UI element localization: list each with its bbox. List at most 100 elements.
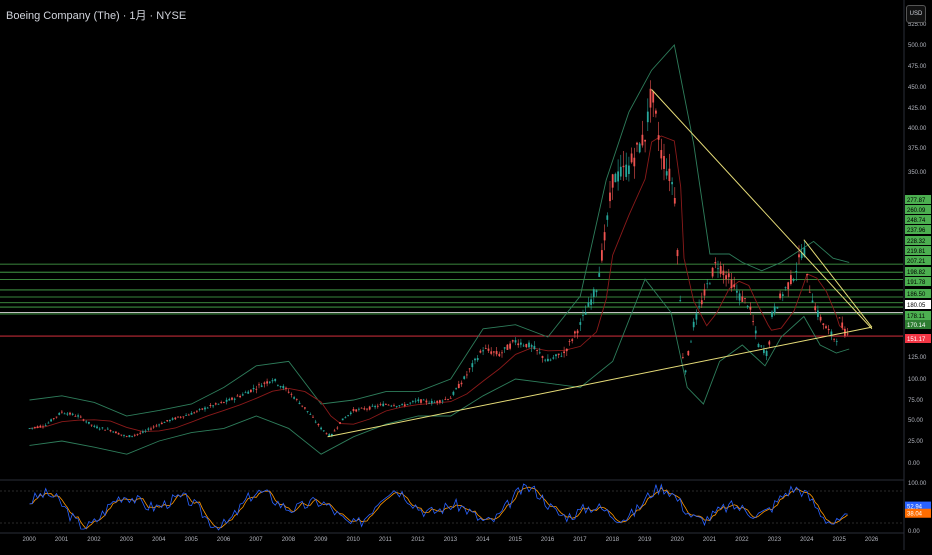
candle-body (592, 289, 595, 298)
candle-body (52, 418, 55, 420)
bollinger-lower-band (29, 278, 850, 455)
candle-body (501, 352, 503, 354)
candle-body (98, 428, 101, 430)
candle-body (841, 322, 844, 328)
candle-body (220, 402, 223, 403)
candle-body (463, 376, 466, 379)
candle-body (320, 427, 322, 430)
candle-body (657, 135, 660, 140)
candle-body (646, 111, 649, 123)
candle-body (82, 419, 85, 421)
price-level-label (905, 311, 931, 320)
candle-body (260, 385, 263, 387)
candle-body (312, 416, 314, 418)
candle-body (617, 171, 619, 182)
candle-body (277, 384, 279, 386)
candle-body (493, 351, 495, 353)
candle-body (414, 400, 417, 402)
candle-body (792, 279, 795, 281)
candle-body (55, 416, 58, 418)
time-axis-tick-label: 2006 (217, 537, 231, 543)
candle-body (155, 425, 158, 427)
candle-body (125, 436, 128, 438)
candle-body (77, 415, 79, 417)
candle-body (719, 266, 722, 274)
candle-body (406, 404, 409, 405)
candle-body (771, 311, 773, 317)
price-level-label-text: 198.82 (907, 270, 926, 276)
candle-body (74, 415, 77, 417)
interval-label[interactable]: 1月 (129, 10, 147, 22)
candle-body (611, 174, 614, 188)
candle-body (727, 273, 730, 278)
candle-body (622, 165, 625, 168)
chart-title: Boeing Company (The) · 1月 · NYSE (6, 7, 189, 23)
candle-body (382, 403, 385, 407)
candle-body (58, 413, 61, 415)
candle-body (187, 414, 190, 416)
candle-body (754, 330, 757, 334)
trendline-resistance[interactable] (651, 89, 873, 330)
candle-body (579, 322, 582, 325)
candle-body (190, 412, 193, 415)
candle-body (784, 287, 787, 289)
candle-body (344, 417, 347, 419)
price-axis-tick-label: 525.00 (908, 22, 927, 28)
candle-body (479, 350, 482, 353)
candle-body (736, 290, 738, 293)
candle-body (817, 310, 819, 317)
candle-body (236, 395, 239, 397)
candle-body (409, 402, 412, 404)
time-axis-tick-label: 2015 (509, 537, 523, 543)
price-level-label-text: 219.81 (907, 249, 926, 255)
candle-body (152, 426, 155, 428)
candle-body (169, 419, 171, 422)
candle-body (293, 397, 295, 399)
candle-body (541, 356, 544, 358)
candle-body (241, 394, 244, 396)
candle-body (50, 419, 52, 422)
oscillator-value-label (905, 508, 931, 518)
candle-body (201, 408, 204, 410)
candle-body (649, 88, 652, 108)
candle-body (798, 254, 800, 258)
candle-body (123, 435, 125, 436)
candle-body (528, 342, 530, 348)
candle-body (231, 397, 233, 400)
candle-body (800, 252, 803, 259)
time-axis-tick-label: 2008 (282, 537, 296, 543)
time-axis-tick-label: 2000 (23, 537, 37, 543)
candle-body (61, 411, 63, 413)
time-axis-tick-label: 2019 (638, 537, 652, 543)
candle-body (474, 358, 476, 361)
candle-body (808, 291, 811, 293)
price-axis-tick-label: 75.00 (908, 398, 924, 404)
candle-body (387, 404, 390, 406)
price-level-label-text: 277.87 (907, 198, 926, 204)
candle-body (644, 139, 646, 142)
candle-body (660, 150, 663, 159)
candle-body (684, 370, 687, 373)
candle-body (166, 420, 169, 422)
candle-body (609, 192, 611, 202)
candle-body (679, 300, 682, 302)
price-level-label-text: 178.11 (907, 314, 926, 320)
candle-body (212, 405, 214, 407)
candle-body (555, 354, 557, 357)
price-level-label (905, 225, 931, 234)
candle-body (746, 305, 749, 307)
candle-body (193, 412, 196, 414)
candle-body (835, 341, 838, 342)
trendline-support[interactable] (327, 326, 872, 438)
currency-button[interactable]: USD (906, 5, 926, 23)
trendline-resistance[interactable] (803, 239, 873, 328)
candle-body (85, 421, 88, 423)
time-axis-tick-label: 2003 (120, 537, 134, 543)
price-level-label (905, 246, 931, 255)
candle-body (417, 399, 420, 402)
candle-body (476, 358, 479, 361)
candle-body (514, 340, 517, 343)
candle-body (142, 431, 144, 433)
